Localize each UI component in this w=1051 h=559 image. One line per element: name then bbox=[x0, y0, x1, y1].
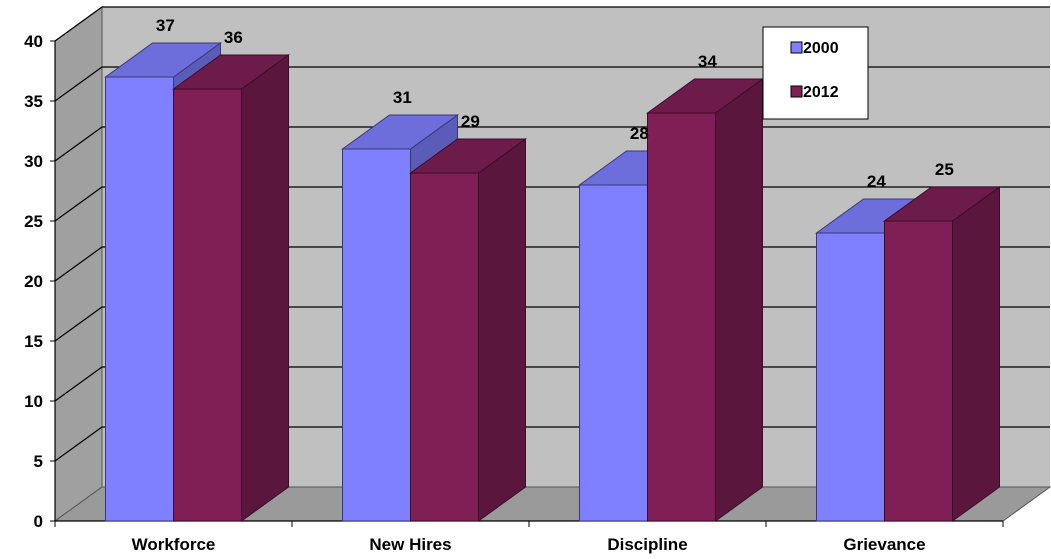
bar-side-face bbox=[478, 138, 526, 522]
bar bbox=[882, 186, 1002, 522]
x-tick-label: Grievance bbox=[843, 535, 925, 554]
bar bbox=[171, 54, 291, 522]
bar bbox=[408, 138, 528, 522]
data-labels: 37 36 31 29 28 34 24 25 bbox=[156, 16, 954, 191]
gridline-side bbox=[54, 246, 103, 282]
legend-box bbox=[762, 26, 869, 120]
bar-front-face bbox=[579, 184, 648, 522]
legend-swatch bbox=[790, 85, 803, 98]
x-tick-label: Discipline bbox=[607, 535, 687, 554]
x-tick-label: Workforce bbox=[132, 535, 216, 554]
legend-swatch bbox=[790, 41, 803, 54]
gridline-side bbox=[54, 6, 103, 42]
legend: 2000 2012 bbox=[762, 26, 869, 120]
bar-front-face bbox=[105, 76, 174, 522]
bar-front-face bbox=[884, 220, 953, 522]
bar-front-face bbox=[647, 112, 716, 522]
data-label: 36 bbox=[224, 28, 243, 47]
y-tick-label: 40 bbox=[24, 32, 43, 51]
y-axis: 0 5 10 15 20 25 30 35 40 bbox=[24, 32, 56, 531]
data-label: 34 bbox=[698, 52, 717, 71]
bars bbox=[103, 42, 1002, 522]
bar-front-face bbox=[816, 232, 885, 522]
data-label: 31 bbox=[393, 88, 412, 107]
bar bbox=[645, 78, 765, 522]
legend-label: 2000 bbox=[803, 40, 839, 57]
y-tick-label: 10 bbox=[24, 392, 43, 411]
gridline-side bbox=[54, 66, 103, 102]
bar-side-face bbox=[952, 186, 1000, 522]
y-tick-label: 35 bbox=[24, 92, 43, 111]
gridline-side bbox=[54, 366, 103, 402]
data-label: 28 bbox=[630, 124, 649, 143]
gridline-side bbox=[54, 306, 103, 342]
y-tick-label: 15 bbox=[24, 332, 43, 351]
gridline-side bbox=[54, 126, 103, 162]
bar-front-face bbox=[410, 172, 479, 522]
bar-front-face bbox=[173, 88, 242, 522]
bar-side-face bbox=[715, 78, 763, 522]
y-tick-label: 5 bbox=[34, 452, 43, 471]
bar-side-face bbox=[241, 54, 289, 522]
data-label: 24 bbox=[867, 172, 886, 191]
y-tick-label: 25 bbox=[24, 212, 43, 231]
y-tick-label: 20 bbox=[24, 272, 43, 291]
x-tick-label: New Hires bbox=[369, 535, 451, 554]
x-axis: Workforce New Hires Discipline Grievance bbox=[54, 520, 1004, 554]
data-label: 37 bbox=[156, 16, 175, 35]
legend-label: 2012 bbox=[803, 84, 839, 101]
y-tick-label: 30 bbox=[24, 152, 43, 171]
bar-front-face bbox=[342, 148, 411, 522]
y-tick-label: 0 bbox=[34, 512, 43, 531]
gridline-side bbox=[54, 186, 103, 222]
data-label: 25 bbox=[935, 160, 954, 179]
gridline-side bbox=[54, 426, 103, 462]
data-label: 29 bbox=[461, 112, 480, 131]
